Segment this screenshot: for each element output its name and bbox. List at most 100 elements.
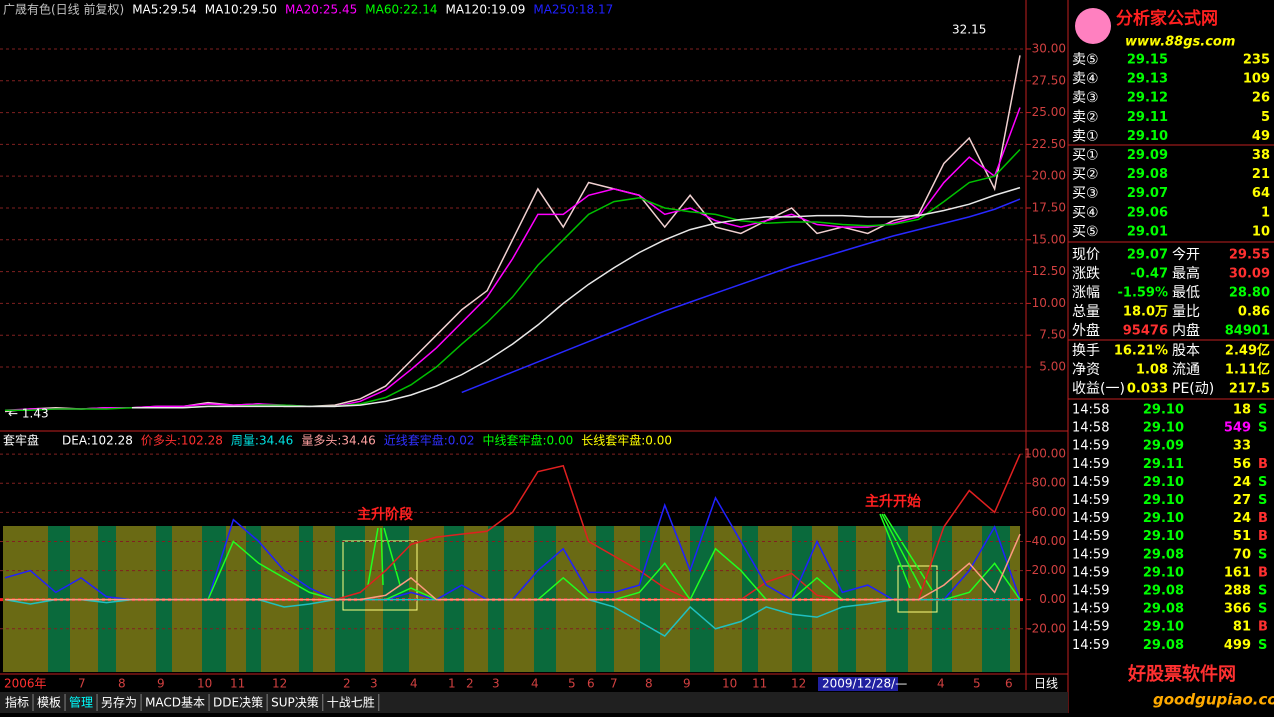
trade-side: B <box>1258 457 1268 472</box>
quote-value: 217.5 <box>1229 382 1270 397</box>
legend-entry: DEA:102.28 <box>62 434 133 448</box>
x-tick-label: 8 <box>645 677 653 691</box>
y-tick-label: 60.00 <box>1032 505 1066 519</box>
x-tick-label: 2 <box>466 677 474 691</box>
book-price: 29.06 <box>1127 205 1168 220</box>
book-price: 29.15 <box>1127 53 1168 68</box>
trade-side: S <box>1258 493 1267 508</box>
trade-volume: 70 <box>1233 547 1251 562</box>
book-label: 买① <box>1072 148 1099 164</box>
y-tick-label: 30.00 <box>1032 41 1066 55</box>
tab[interactable]: SUP决策 <box>271 696 319 710</box>
x-tick-label: 3 <box>370 677 378 691</box>
quote-label: 最低 <box>1172 285 1200 301</box>
footer-logo-url: goodgupiao.com <box>1153 691 1274 709</box>
tab[interactable]: 管理 <box>69 695 93 710</box>
x-tick-label: 6 <box>587 677 595 691</box>
logo-url: www.88gs.com <box>1125 35 1235 50</box>
x-tick-label: 12 <box>272 677 287 691</box>
book-volume: 21 <box>1252 167 1270 182</box>
quote-label: 最高 <box>1172 265 1200 282</box>
x-tick-label: 4 <box>410 677 418 691</box>
tab[interactable]: MACD基本 <box>145 696 205 710</box>
book-label: 卖④ <box>1072 71 1099 87</box>
book-volume: 109 <box>1243 72 1270 87</box>
x-tick-label: 2009/12/28/— <box>822 677 907 691</box>
quote-label: 涨幅 <box>1072 285 1100 301</box>
trade-price: 29.08 <box>1143 584 1184 599</box>
quote-value: 18.0万 <box>1123 305 1168 320</box>
trade-side: B <box>1258 620 1268 635</box>
trade-side: S <box>1258 475 1267 490</box>
legend-entry: 周量:34.46 <box>231 434 293 448</box>
trade-time: 14:59 <box>1072 493 1109 508</box>
quote-label: 量比 <box>1172 304 1200 320</box>
quote-label: 涨跌 <box>1072 266 1100 282</box>
legend-entry: MA5:29.54 <box>132 3 197 17</box>
quote-value: 16.21% <box>1114 344 1168 359</box>
series-line <box>5 533 1021 601</box>
quote-label: 内盘 <box>1172 322 1200 339</box>
x-tick-label: 4 <box>937 677 945 691</box>
x-tick-label: 10 <box>197 677 212 691</box>
legend-entry: MA120:19.09 <box>445 3 525 17</box>
trade-time: 14:59 <box>1072 547 1109 562</box>
y-tick-label: -20.00 <box>1027 621 1066 635</box>
legend-entry: 中线套牢盘:0.00 <box>482 433 573 448</box>
quote-value: 95476 <box>1123 324 1168 339</box>
x-tick-label: 10 <box>722 677 737 691</box>
book-price: 29.11 <box>1127 110 1168 125</box>
trade-side: B <box>1258 529 1268 544</box>
x-tick-label: 2006年 <box>4 677 47 691</box>
legend-entry: MA250:18.17 <box>533 3 613 17</box>
trade-time: 14:59 <box>1072 529 1109 544</box>
x-tick-label: 1 <box>448 677 456 691</box>
trade-volume: 161 <box>1224 565 1251 580</box>
quote-value: 0.033 <box>1127 382 1168 397</box>
legend-entry: MA60:22.14 <box>365 3 437 17</box>
trade-price: 29.08 <box>1143 602 1184 617</box>
tab[interactable]: 模板 <box>37 696 61 710</box>
trade-price: 29.10 <box>1143 493 1184 508</box>
annotation: 主升开始 <box>865 493 921 510</box>
tab[interactable]: 指标 <box>5 695 29 710</box>
quote-value: 1.11亿 <box>1225 362 1270 378</box>
y-tick-label: 27.50 <box>1032 73 1066 87</box>
trade-side: S <box>1258 421 1267 436</box>
tab[interactable]: DDE决策 <box>213 696 263 710</box>
x-tick-label: 8 <box>118 677 126 691</box>
trade-side: S <box>1258 602 1267 617</box>
period-label: 日线 <box>1034 677 1058 691</box>
book-price: 29.12 <box>1127 91 1168 106</box>
x-tick-label: 6 <box>1005 677 1013 691</box>
date-highlight <box>818 677 898 691</box>
legend-entry: 近线套牢盘:0.02 <box>384 433 475 448</box>
quote-value: 2.49亿 <box>1225 343 1270 359</box>
quote-label: 收益(一) <box>1072 381 1125 397</box>
y-tick-label: 25.00 <box>1032 105 1066 119</box>
book-volume: 235 <box>1243 53 1270 68</box>
book-volume: 49 <box>1252 129 1270 144</box>
x-tick-label: 2 <box>343 677 351 691</box>
legend-entry: 广晟有色(日线 前复权) <box>3 2 124 17</box>
book-price: 29.10 <box>1127 129 1168 144</box>
trade-time: 14:59 <box>1072 439 1109 454</box>
quote-label: 流通 <box>1172 362 1200 378</box>
book-label: 卖⑤ <box>1072 52 1099 68</box>
trade-price: 29.09 <box>1143 439 1184 454</box>
trade-side: S <box>1258 584 1267 599</box>
trade-price: 29.08 <box>1143 638 1184 653</box>
tab[interactable]: 十战七胜 <box>327 695 375 710</box>
trade-volume: 56 <box>1233 457 1251 472</box>
trade-volume: 27 <box>1233 493 1251 508</box>
trade-side: S <box>1258 547 1267 562</box>
book-price: 29.07 <box>1127 186 1168 201</box>
trade-volume: 24 <box>1233 475 1251 490</box>
tab[interactable]: 另存为 <box>101 696 137 710</box>
x-tick-label: 5 <box>973 677 981 691</box>
y-tick-label: 20.00 <box>1032 563 1066 577</box>
trade-volume: 366 <box>1224 602 1251 617</box>
trade-price: 29.10 <box>1143 511 1184 526</box>
quote-value: 1.08 <box>1136 363 1168 378</box>
